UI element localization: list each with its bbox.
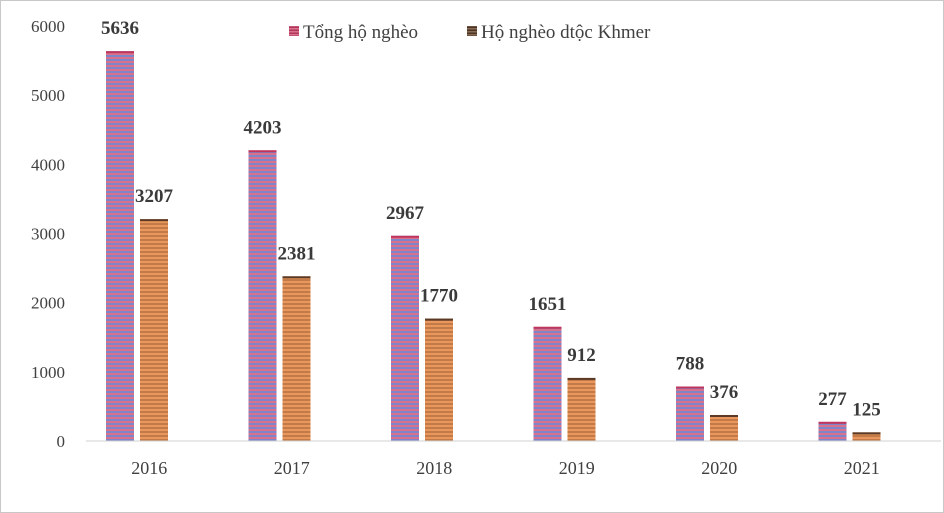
- data-label: 376: [710, 382, 739, 403]
- bar-cap: [282, 276, 311, 279]
- bar-tong-ho-ngheo-2021: [818, 421, 847, 441]
- legend-swatch: [289, 26, 299, 36]
- bar-ho-ngheo-dtoc-khmer-2016: [140, 219, 168, 441]
- bar-tong-ho-ngheo-2019: [533, 326, 562, 441]
- bar-cap: [533, 326, 562, 329]
- y-tick-label: 3000: [31, 225, 65, 244]
- data-label: 125: [852, 399, 881, 420]
- data-label: 1651: [529, 294, 567, 315]
- bar-ho-ngheo-dtoc-khmer-2018: [425, 318, 453, 441]
- data-label: 2381: [278, 243, 316, 264]
- x-tick-label: 2017: [274, 458, 310, 478]
- x-tick-label: 2019: [559, 458, 595, 478]
- legend-swatch: [467, 26, 477, 36]
- data-label: 4203: [244, 117, 282, 138]
- bar-ho-ngheo-dtoc-khmer-2021: [852, 432, 881, 441]
- data-label: 3207: [135, 186, 174, 207]
- bar-tong-ho-ngheo-2017: [248, 150, 277, 442]
- bar-cap: [567, 377, 596, 380]
- data-label: 788: [676, 353, 705, 374]
- bar-ho-ngheo-dtoc-khmer-2017: [282, 276, 311, 441]
- bar-cap: [425, 318, 453, 321]
- y-axis: 0 1000 2000 3000 4000 5000 6000: [31, 17, 65, 451]
- bar-cap: [140, 219, 168, 222]
- y-tick-label: 1000: [31, 363, 65, 382]
- x-tick-label: 2020: [701, 458, 737, 478]
- legend-label: Tổng hộ nghèo: [303, 22, 418, 43]
- x-tick-label: 2021: [844, 458, 880, 478]
- bar-cap: [676, 386, 704, 389]
- data-label: 277: [818, 389, 847, 410]
- data-label: 5636: [101, 18, 139, 39]
- bar-cap: [710, 414, 738, 417]
- data-label: 2967: [386, 203, 425, 224]
- legend: Tổng hộ nghèo Hộ nghèo dtộc Khmer: [289, 22, 651, 43]
- y-tick-label: 2000: [31, 294, 65, 313]
- bar-ho-ngheo-dtoc-khmer-2020: [710, 414, 738, 441]
- bar-tong-ho-ngheo-2020: [676, 386, 704, 441]
- bar-cap: [818, 421, 847, 424]
- bar-cap: [106, 51, 134, 54]
- bar-tong-ho-ngheo-2018: [391, 235, 419, 441]
- bar-ho-ngheo-dtoc-khmer-2019: [567, 377, 596, 441]
- legend-label: Hộ nghèo dtộc Khmer: [481, 22, 651, 43]
- data-label: 912: [567, 345, 596, 366]
- bar-tong-ho-ngheo-2016: [106, 51, 134, 441]
- data-label: 1770: [420, 286, 458, 307]
- y-tick-label: 4000: [31, 155, 65, 174]
- y-tick-label: 6000: [31, 17, 65, 36]
- bar-cap: [852, 432, 881, 435]
- bar-cap: [391, 235, 419, 238]
- y-tick-label: 0: [57, 432, 66, 451]
- x-tick-label: 2018: [416, 458, 452, 478]
- x-tick-label: 2016: [131, 458, 167, 478]
- x-axis: 2016 2017 2018 2019 2020 2021: [86, 440, 941, 478]
- bar-cap: [248, 150, 277, 153]
- y-tick-label: 5000: [31, 86, 65, 105]
